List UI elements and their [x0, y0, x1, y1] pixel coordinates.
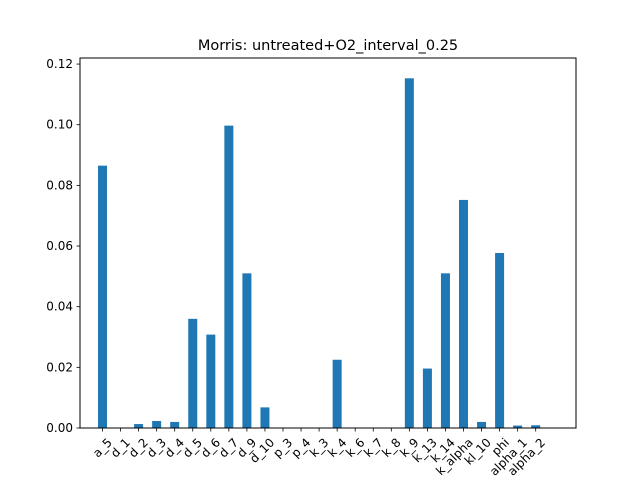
bar-kl_10 [477, 421, 487, 428]
y-axis-ticks: 0.00 0.02 0.04 0.06 0.08 0.10 0.12 [46, 57, 80, 435]
bar-k_9 [404, 78, 414, 428]
bar-a_5 [98, 165, 107, 428]
chart-title: Morris: untreated+O2_interval_0.25 [198, 38, 458, 54]
bar-d_10 [260, 407, 270, 428]
bar-k_14 [440, 273, 450, 428]
bars-group [98, 78, 541, 428]
bar-d_7 [224, 125, 234, 428]
y-tick-label: 0.08 [46, 178, 73, 192]
y-tick-label: 0.10 [46, 118, 73, 132]
bar-alpha_2 [531, 425, 541, 428]
bar-d_3 [152, 421, 162, 428]
bar-k_13 [422, 368, 432, 428]
y-tick-label: 0.12 [46, 57, 73, 71]
bar-k_alpha [459, 199, 468, 428]
bar-k_4 [332, 359, 342, 428]
bar-d_9 [242, 273, 252, 428]
y-tick-label: 0.04 [46, 300, 73, 314]
bar-d_2 [134, 424, 144, 428]
bar-d_5 [188, 318, 198, 428]
bar-alpha_1 [513, 425, 523, 428]
y-tick-label: 0.06 [46, 239, 73, 253]
y-tick-label: 0.02 [46, 360, 73, 374]
axes-frame [79, 57, 577, 429]
bar-d_4 [170, 421, 180, 428]
bar-phi [495, 253, 505, 428]
bar-d_6 [206, 334, 216, 428]
y-tick-label: 0.00 [46, 421, 73, 435]
